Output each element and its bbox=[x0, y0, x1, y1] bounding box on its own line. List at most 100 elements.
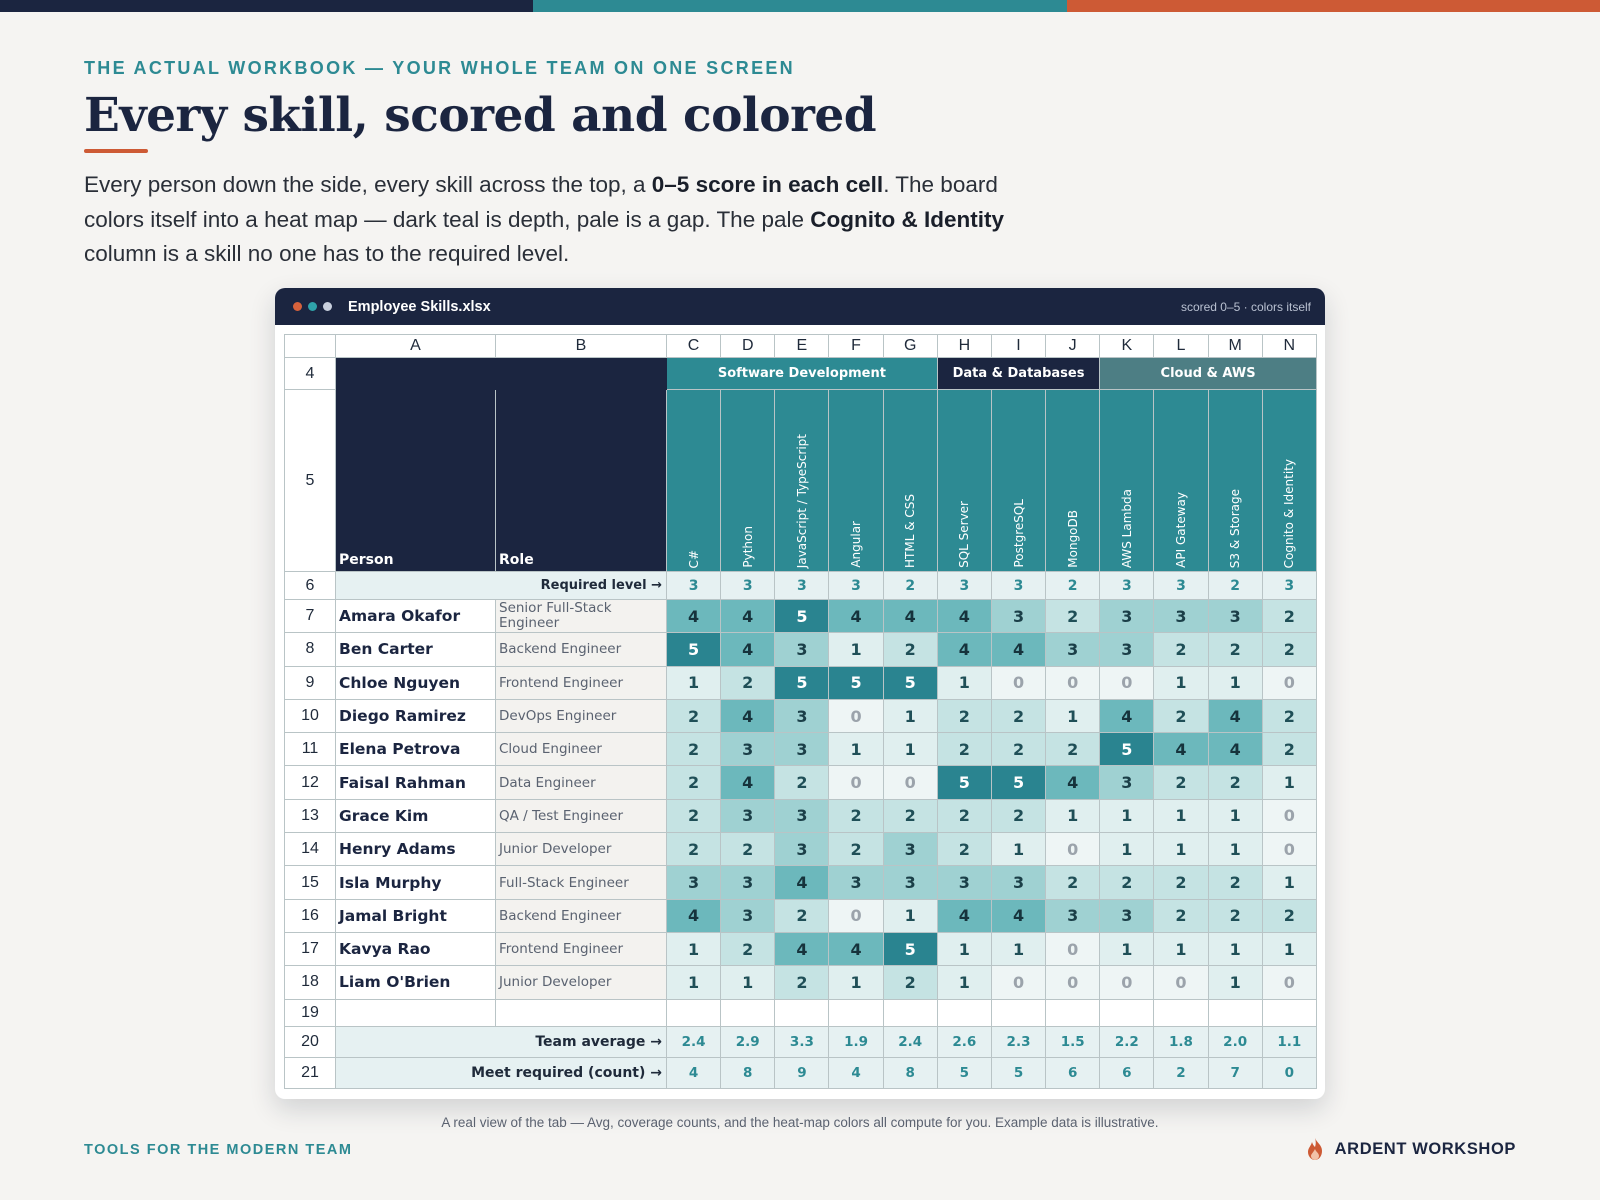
score-cell[interactable]: 1 bbox=[936, 965, 992, 1000]
skill-header-cell[interactable]: API Gateway bbox=[1153, 389, 1209, 572]
score-cell[interactable]: 1 bbox=[828, 632, 884, 667]
column-header-i[interactable]: I bbox=[990, 334, 1047, 358]
score-cell[interactable]: 3 bbox=[1045, 632, 1101, 667]
score-cell[interactable]: 1 bbox=[1207, 965, 1263, 1000]
score-cell[interactable]: 3 bbox=[720, 798, 776, 834]
score-cell[interactable]: 2 bbox=[1153, 898, 1209, 933]
score-cell[interactable]: 2 bbox=[1261, 598, 1317, 634]
score-cell[interactable]: 4 bbox=[990, 898, 1047, 933]
required-level-cell[interactable]: 3 bbox=[1153, 571, 1209, 600]
meet-required-cell[interactable]: 5 bbox=[936, 1056, 992, 1089]
column-header-j[interactable]: J bbox=[1045, 334, 1101, 358]
role-cell[interactable]: Frontend Engineer bbox=[495, 931, 667, 967]
score-cell[interactable]: 0 bbox=[1045, 832, 1101, 867]
score-cell[interactable]: 5 bbox=[990, 765, 1047, 800]
score-cell[interactable]: 1 bbox=[665, 931, 722, 967]
score-cell[interactable]: 2 bbox=[720, 931, 776, 967]
header-blank-cell[interactable] bbox=[335, 357, 667, 390]
score-cell[interactable]: 1 bbox=[882, 898, 938, 933]
score-cell[interactable]: 0 bbox=[1099, 965, 1155, 1000]
score-cell[interactable]: 1 bbox=[936, 931, 992, 967]
person-name-cell[interactable]: Faisal Rahman bbox=[335, 765, 496, 800]
role-cell[interactable]: Cloud Engineer bbox=[495, 732, 667, 767]
required-level-cell[interactable]: 3 bbox=[1261, 571, 1317, 600]
score-cell[interactable]: 1 bbox=[1099, 931, 1155, 967]
score-cell[interactable]: 3 bbox=[774, 698, 830, 734]
score-cell[interactable]: 2 bbox=[1207, 632, 1263, 667]
role-cell[interactable]: DevOps Engineer bbox=[495, 698, 667, 734]
empty-cell[interactable] bbox=[665, 998, 722, 1027]
person-name-cell[interactable]: Diego Ramirez bbox=[335, 698, 496, 734]
row-number[interactable]: 19 bbox=[284, 998, 336, 1027]
role-cell[interactable]: Junior Developer bbox=[495, 832, 667, 867]
score-cell[interactable]: 4 bbox=[1045, 765, 1101, 800]
meet-required-cell[interactable]: 4 bbox=[828, 1056, 884, 1089]
role-cell[interactable]: Full-Stack Engineer bbox=[495, 865, 667, 900]
meet-required-cell[interactable]: 6 bbox=[1099, 1056, 1155, 1089]
empty-cell[interactable] bbox=[1261, 998, 1317, 1027]
skill-header-cell[interactable]: HTML & CSS bbox=[882, 389, 938, 572]
score-cell[interactable]: 0 bbox=[990, 665, 1047, 700]
score-cell[interactable]: 5 bbox=[665, 632, 722, 667]
column-header-k[interactable]: K bbox=[1099, 334, 1155, 358]
skill-header-cell[interactable]: Python bbox=[720, 389, 776, 572]
score-cell[interactable]: 1 bbox=[882, 732, 938, 767]
window-maximize-dot[interactable] bbox=[323, 302, 332, 311]
score-cell[interactable]: 2 bbox=[665, 832, 722, 867]
score-cell[interactable]: 5 bbox=[1099, 732, 1155, 767]
skill-group-header[interactable]: Cloud & AWS bbox=[1099, 357, 1317, 390]
score-cell[interactable]: 0 bbox=[828, 898, 884, 933]
score-cell[interactable]: 2 bbox=[882, 632, 938, 667]
score-cell[interactable]: 0 bbox=[1261, 665, 1317, 700]
role-cell[interactable]: Frontend Engineer bbox=[495, 665, 667, 700]
score-cell[interactable]: 0 bbox=[1045, 931, 1101, 967]
score-cell[interactable]: 1 bbox=[1045, 798, 1101, 834]
required-level-cell[interactable]: 3 bbox=[828, 571, 884, 600]
team-average-cell[interactable]: 3.3 bbox=[774, 1025, 830, 1058]
team-average-cell[interactable]: 1.1 bbox=[1261, 1025, 1317, 1058]
empty-cell[interactable] bbox=[774, 998, 830, 1027]
score-cell[interactable]: 0 bbox=[1045, 665, 1101, 700]
score-cell[interactable]: 4 bbox=[720, 765, 776, 800]
score-cell[interactable]: 4 bbox=[774, 865, 830, 900]
score-cell[interactable]: 3 bbox=[665, 865, 722, 900]
score-cell[interactable]: 3 bbox=[1153, 598, 1209, 634]
score-cell[interactable]: 0 bbox=[990, 965, 1047, 1000]
score-cell[interactable]: 2 bbox=[1153, 632, 1209, 667]
column-header-e[interactable]: E bbox=[774, 334, 830, 358]
score-cell[interactable]: 2 bbox=[936, 798, 992, 834]
score-cell[interactable]: 4 bbox=[828, 598, 884, 634]
score-cell[interactable]: 3 bbox=[990, 598, 1047, 634]
role-cell[interactable]: QA / Test Engineer bbox=[495, 798, 667, 834]
score-cell[interactable]: 2 bbox=[720, 832, 776, 867]
score-cell[interactable]: 1 bbox=[1261, 765, 1317, 800]
window-minimize-dot[interactable] bbox=[308, 302, 317, 311]
score-cell[interactable]: 5 bbox=[828, 665, 884, 700]
score-cell[interactable]: 1 bbox=[1153, 798, 1209, 834]
score-cell[interactable]: 2 bbox=[990, 732, 1047, 767]
skill-header-cell[interactable]: PostgreSQL bbox=[990, 389, 1047, 572]
meet-required-cell[interactable]: 8 bbox=[882, 1056, 938, 1089]
row-number[interactable]: 4 bbox=[284, 357, 336, 390]
score-cell[interactable]: 2 bbox=[990, 698, 1047, 734]
empty-cell[interactable] bbox=[990, 998, 1047, 1027]
score-cell[interactable]: 4 bbox=[990, 632, 1047, 667]
score-cell[interactable]: 3 bbox=[720, 732, 776, 767]
row-number[interactable]: 7 bbox=[284, 598, 336, 634]
score-cell[interactable]: 1 bbox=[1045, 698, 1101, 734]
score-cell[interactable]: 1 bbox=[990, 931, 1047, 967]
score-cell[interactable]: 4 bbox=[936, 598, 992, 634]
row-number[interactable]: 6 bbox=[284, 571, 336, 600]
meet-required-cell[interactable]: 9 bbox=[774, 1056, 830, 1089]
team-average-cell[interactable]: 2.4 bbox=[665, 1025, 722, 1058]
column-header-l[interactable]: L bbox=[1153, 334, 1209, 358]
score-cell[interactable]: 0 bbox=[1261, 965, 1317, 1000]
person-name-cell[interactable]: Kavya Rao bbox=[335, 931, 496, 967]
column-header-g[interactable]: G bbox=[882, 334, 938, 358]
row-number[interactable]: 17 bbox=[284, 931, 336, 967]
row-number[interactable]: 11 bbox=[284, 732, 336, 767]
score-cell[interactable]: 4 bbox=[882, 598, 938, 634]
score-cell[interactable]: 3 bbox=[828, 865, 884, 900]
score-cell[interactable]: 2 bbox=[1099, 865, 1155, 900]
team-average-cell[interactable]: 1.8 bbox=[1153, 1025, 1209, 1058]
